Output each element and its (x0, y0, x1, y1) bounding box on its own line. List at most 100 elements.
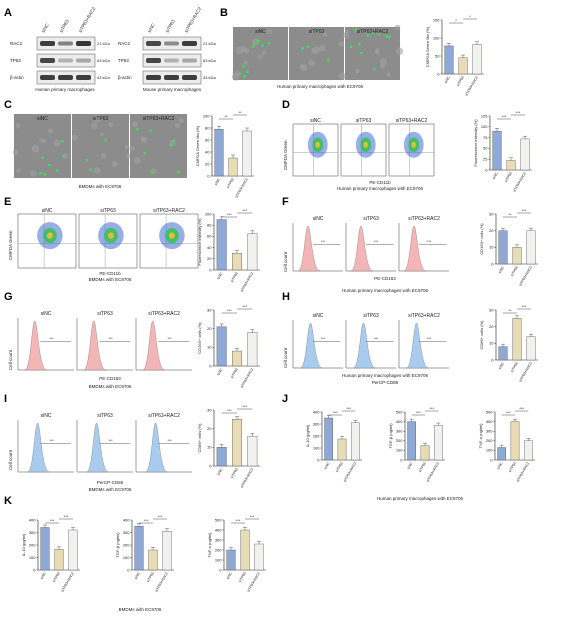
y-tick-label: 400 (29, 517, 36, 522)
significance-label: * (469, 14, 471, 19)
bar (512, 318, 522, 361)
micrograph-row-c: siNC siTP63 siTP63+RAC2 (12, 113, 187, 178)
y-tick-label: 10 (489, 341, 494, 346)
significance-label: *** (236, 518, 241, 523)
histogram-gate-label: *** (374, 337, 379, 341)
y-axis-label: IL-10 (pg/ml) (21, 533, 26, 556)
micrograph-texture (355, 68, 360, 74)
bar (524, 440, 533, 461)
panel-e-caption: BMDMs with EC9706 (89, 277, 132, 282)
x-tick-label: siTP63+RAC2 (246, 571, 261, 592)
y-tick-label: 400 (123, 517, 130, 522)
panel-label-k: K (4, 495, 12, 507)
flow-dotplot-row-e: siNC siTP63 siTP63+RAC2 (17, 208, 199, 269)
y-tick-label: 0 (33, 567, 36, 572)
green-cell-dot (357, 42, 361, 46)
y-axis-label: TGF-β (ng/ml) (115, 532, 120, 558)
panel-label-a: A (4, 7, 12, 19)
blot-size-label: 63 kDa (203, 58, 216, 63)
green-cell-dot (242, 74, 246, 78)
significance-label: *** (227, 408, 232, 413)
significance-label: *** (227, 212, 232, 217)
bar (216, 219, 227, 271)
histogram-condition-label: siTP63+RAC2 (408, 313, 440, 319)
green-cell-dot (61, 154, 65, 158)
y-tick-label: 40 (205, 149, 210, 154)
dotplot-condition-label: siTP63+RAC2 (153, 208, 185, 214)
micrograph-texture (72, 134, 78, 141)
green-cell-dot (327, 58, 330, 62)
x-tick-label: siTP63 (230, 467, 239, 478)
blot-row-label: β-actin (10, 75, 24, 80)
blot-bands (146, 41, 197, 80)
significance-label: *** (50, 518, 55, 523)
dotplot-population-peak (169, 232, 175, 239)
y-tick-label: 200 (313, 433, 320, 438)
significance-label: *** (64, 514, 69, 519)
histogram-condition-label: siNC (41, 413, 52, 419)
blot-lane-label: siTP63 (165, 18, 177, 33)
bar (472, 44, 482, 75)
green-cell-dot (60, 139, 64, 143)
x-tick-label: siNC (496, 461, 503, 470)
micrograph-condition-label: siNC (255, 29, 266, 35)
y-tick-label: 50 (435, 53, 440, 58)
significance-label: ** (508, 212, 512, 217)
y-tick-label: 400 (396, 419, 403, 424)
panel-label-e: E (4, 196, 11, 208)
x-tick-label: siTP63+RAC2 (240, 367, 255, 388)
panel-g-ylabel: Cell count (8, 349, 13, 370)
y-tick-label: 400 (486, 419, 493, 424)
panel-label-h: H (282, 291, 290, 303)
bar (498, 346, 508, 361)
significance-label: *** (522, 304, 527, 309)
bar-chart-k2: 0 100 200 300 400 TGF-β (ng/ml) siNC siTP63 siTP… (115, 514, 174, 593)
green-cell-dot (257, 39, 261, 43)
y-tick-label: 100 (486, 448, 493, 453)
bar (497, 447, 506, 461)
significance-label: *** (250, 514, 255, 519)
panel-h-xlabel: PerCP-CD86 (372, 380, 399, 385)
bar-chart-i: 0 10 20 30 CD86+ cells (%) siNC siTP63 siTP63+R… (197, 404, 260, 489)
micrograph-texture (322, 31, 328, 37)
bar (458, 57, 468, 75)
panel-b-caption: Human primary macrophages with EC9706 (277, 84, 364, 89)
blot-row-label: TP63 (10, 58, 21, 63)
bar (351, 422, 360, 461)
green-cell-dot (238, 72, 242, 75)
y-tick-label: 10 (207, 445, 212, 450)
x-tick-label: siNC (492, 171, 499, 180)
x-tick-label: siTP63+RAC2 (512, 171, 527, 192)
histogram-peak (83, 320, 106, 371)
dotplot-condition-label: siTP63 (356, 118, 372, 124)
significance-label: *** (522, 208, 527, 213)
y-tick-label: 0 (437, 71, 440, 76)
significance-label: *** (416, 410, 421, 415)
green-cell-dot (104, 138, 107, 142)
green-cell-dot (242, 64, 245, 68)
histogram-gate-label: *** (427, 240, 432, 244)
histogram-peak (27, 422, 50, 473)
histogram-gate-label: *** (109, 337, 114, 341)
dotplot-condition-label: siTP63 (100, 208, 116, 214)
histogram-gate-label: *** (168, 439, 173, 443)
x-tick-label: siTP63+RAC2 (240, 271, 255, 292)
panel-f-caption: Human primary macrophages with EC9706 (342, 288, 429, 293)
y-tick-label: 80 (205, 125, 210, 130)
y-tick-label: 0 (491, 357, 494, 362)
green-cell-dot (151, 170, 154, 174)
x-tick-label: siTP63 (146, 571, 155, 582)
bar-chart-k1: 0 100 200 300 400 IL-10 (pg/ml) siNC siTP63 siTP… (21, 514, 80, 593)
y-tick-label: 0 (209, 463, 212, 468)
micrograph-texture (311, 29, 316, 34)
blot-lane-label: siNC (147, 22, 157, 34)
blot-lane-label: siTP63+RAC2 (184, 6, 203, 34)
bar (526, 230, 536, 265)
green-cell-dot (366, 33, 370, 37)
histogram-peak (145, 422, 168, 473)
panel-label-d: D (282, 99, 290, 111)
micrograph-texture (345, 29, 350, 34)
x-tick-label: siNC (216, 367, 223, 376)
y-tick-label: 80 (207, 223, 212, 228)
